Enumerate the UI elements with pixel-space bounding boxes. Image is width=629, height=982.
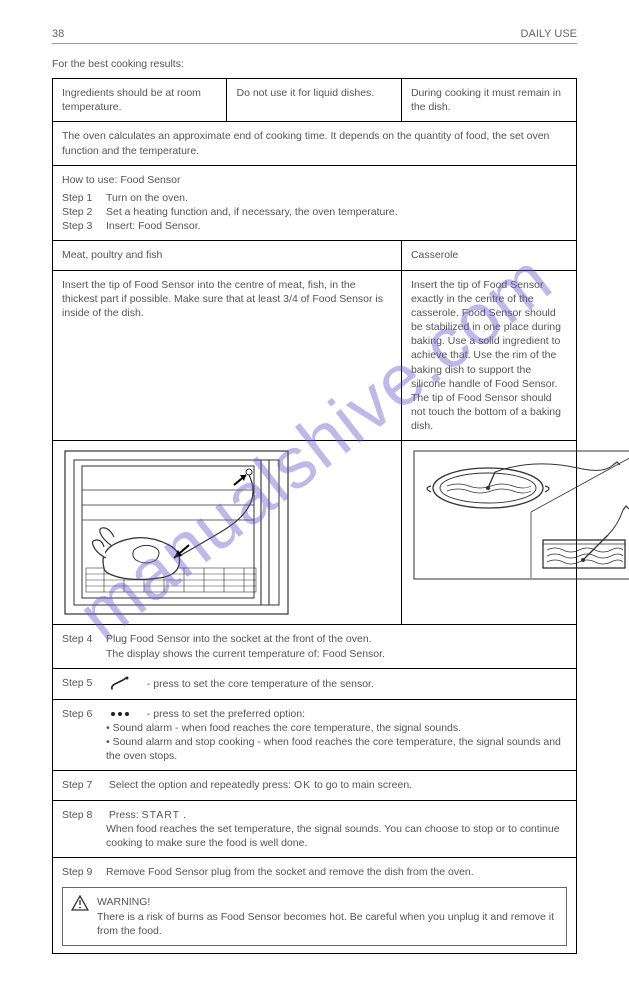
step4-cell: Step 4Plug Food Sensor into the socket a… bbox=[53, 625, 577, 668]
step7-textA: Select the option and repeatedly press: bbox=[109, 779, 294, 791]
step8-textA: Press: bbox=[109, 809, 142, 821]
step9-text: Remove Food Sensor plug from the socket … bbox=[106, 865, 556, 879]
step9-num: Step 9 bbox=[62, 865, 106, 879]
step6-cell: Step 6 - press to set the preferred opti… bbox=[53, 699, 577, 771]
right-col-title: Casserole bbox=[401, 241, 576, 270]
step3-text: Insert: Food Sensor. bbox=[106, 219, 556, 233]
step4-sub: The display shows the current temperatur… bbox=[106, 647, 567, 661]
ok-label: OK bbox=[294, 779, 311, 791]
step1-num: Step 1 bbox=[62, 191, 106, 205]
step8-cell: Step 8 Press: START . When food reaches … bbox=[53, 800, 577, 858]
step9-cell: Step 9Remove Food Sensor plug from the s… bbox=[53, 858, 577, 954]
warning-icon bbox=[71, 895, 89, 911]
left-col-body: Insert the tip of Food Sensor into the c… bbox=[53, 270, 402, 441]
step8-num: Step 8 bbox=[62, 808, 106, 822]
left-col-title: Meat, poultry and fish bbox=[53, 241, 402, 270]
usage-steps-top: How to use: Food Sensor Step 1Turn on th… bbox=[53, 165, 577, 241]
step7-textB: to go to main screen. bbox=[314, 779, 412, 791]
step6-num: Step 6 bbox=[62, 707, 106, 721]
page-container: 38 DAILY USE For the best cooking result… bbox=[0, 0, 629, 982]
step5-cell: Step 5 - press to set the core temperatu… bbox=[53, 668, 577, 699]
content-table: Ingredients should be at room temperatur… bbox=[52, 78, 577, 954]
food-sensor-icon bbox=[109, 676, 144, 692]
step4-num: Step 4 bbox=[62, 632, 106, 646]
right-image-cell bbox=[401, 441, 576, 625]
section-title: DAILY USE bbox=[521, 28, 577, 40]
page-header: 38 DAILY USE bbox=[52, 28, 577, 44]
step1-text: Turn on the oven. bbox=[106, 191, 556, 205]
step5-text: - press to set the core temperature of t… bbox=[147, 678, 374, 690]
step6-opt2: • Sound alarm and stop cooking - when fo… bbox=[106, 735, 567, 763]
step3-num: Step 3 bbox=[62, 219, 106, 233]
step7-cell: Step 7 Select the option and repeatedly … bbox=[53, 771, 577, 800]
step8-textB: . bbox=[183, 809, 186, 821]
page-number: 38 bbox=[52, 28, 64, 40]
sensor-intro: The oven calculates an approximate end o… bbox=[53, 122, 577, 165]
tip-3: During cooking it must remain in the dis… bbox=[401, 79, 576, 122]
left-image-cell bbox=[53, 441, 402, 625]
step2-text: Set a heating function and, if necessary… bbox=[106, 205, 556, 219]
start-label: START bbox=[142, 809, 180, 821]
intro-text: For the best cooking results: bbox=[52, 58, 577, 70]
step4-text: Plug Food Sensor into the socket at the … bbox=[106, 632, 556, 646]
step7-num: Step 7 bbox=[62, 778, 106, 792]
right-col-body: Insert the tip of Food Sensor exactly in… bbox=[401, 270, 576, 441]
step5-num: Step 5 bbox=[62, 676, 106, 690]
more-options-icon bbox=[109, 710, 144, 718]
step6-opt1: • Sound alarm - when food reaches the co… bbox=[106, 721, 567, 735]
step6-text: - press to set the preferred option: bbox=[147, 708, 305, 720]
step8-sub: When food reaches the set temperature, t… bbox=[106, 822, 567, 850]
step2-num: Step 2 bbox=[62, 205, 106, 219]
tip-2: Do not use it for liquid dishes. bbox=[227, 79, 401, 122]
casserole-illustration bbox=[413, 450, 629, 580]
warning-box: WARNING! There is a risk of burns as Foo… bbox=[62, 887, 567, 946]
tip-1: Ingredients should be at room temperatur… bbox=[53, 79, 227, 122]
usage-title: How to use: Food Sensor bbox=[62, 173, 567, 187]
warning-text: WARNING! There is a risk of burns as Foo… bbox=[97, 895, 558, 938]
oven-chicken-illustration bbox=[64, 450, 289, 615]
